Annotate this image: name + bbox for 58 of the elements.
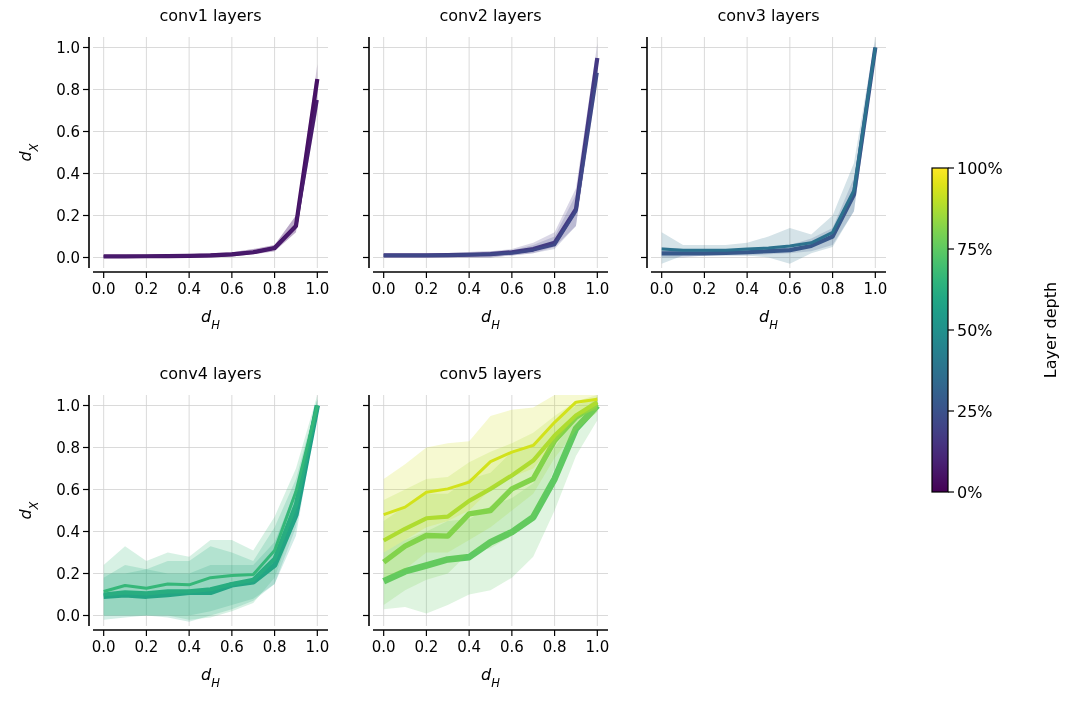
x-tick-label: 0.8 [542,280,567,298]
y-tick-label: 0.6 [56,480,80,499]
color-bar-title: Layer depth [1041,281,1060,379]
x-tick-label: 0.8 [820,280,845,298]
color-bar-label: 0% [957,483,983,502]
y-tick-label: 0.4 [56,164,80,183]
y-tick-label: 0.0 [56,248,80,267]
x-tick-label: 0.4 [177,638,202,656]
x-axis-title: d$_{H}$ [201,307,221,332]
x-tick-label: 0.2 [414,638,439,656]
chart-title: conv1 layers [159,6,262,25]
y-tick-label: 0.2 [56,206,80,225]
y-tick-label: 0.6 [56,122,80,141]
x-tick-label: 1.0 [305,280,330,298]
x-axis-title: d$_{H}$ [481,665,501,690]
x-tick-label: 0.2 [134,638,159,656]
y-tick-label: 1.0 [56,396,80,415]
x-axis-title: d$_{H}$ [481,307,501,332]
x-tick-label: 0.6 [219,280,244,298]
color-bar-label: 50% [957,321,993,340]
x-tick-label: 0.2 [134,280,159,298]
x-tick-label: 0.0 [91,638,116,656]
x-tick-label: 1.0 [585,280,610,298]
y-tick-label: 0.8 [56,438,80,457]
x-tick-label: 1.0 [863,280,888,298]
y-tick-label: 0.8 [56,80,80,99]
y-tick-label: 0.4 [56,522,80,541]
x-tick-label: 0.8 [262,638,287,656]
chart-title: conv2 layers [439,6,542,25]
x-tick-label: 0.0 [91,280,116,298]
x-tick-label: 0.4 [735,280,760,298]
x-tick-label: 0.6 [499,638,524,656]
x-tick-label: 1.0 [305,638,330,656]
x-tick-label: 0.4 [457,638,482,656]
chart-title: conv5 layers [439,364,542,383]
x-axis-title: d$_{H}$ [759,307,779,332]
x-tick-label: 0.6 [499,280,524,298]
x-tick-label: 1.0 [585,638,610,656]
x-tick-label: 0.0 [371,638,396,656]
x-tick-label: 0.4 [177,280,202,298]
x-tick-label: 0.2 [414,280,439,298]
color-bar-label: 75% [957,240,993,259]
chart-title: conv3 layers [717,6,820,25]
color-bar-label: 100% [957,159,1003,178]
color-bar-label: 25% [957,402,993,421]
x-tick-label: 0.0 [371,280,396,298]
y-tick-label: 0.2 [56,564,80,583]
x-axis-title: d$_{H}$ [201,665,221,690]
x-tick-label: 0.6 [219,638,244,656]
y-tick-label: 1.0 [56,38,80,57]
chart-title: conv4 layers [159,364,262,383]
x-tick-label: 0.2 [692,280,717,298]
y-tick-label: 0.0 [56,606,80,625]
x-tick-label: 0.8 [542,638,567,656]
x-tick-label: 0.8 [262,280,287,298]
x-tick-label: 0.0 [649,280,674,298]
x-tick-label: 0.6 [777,280,802,298]
x-tick-label: 0.4 [457,280,482,298]
